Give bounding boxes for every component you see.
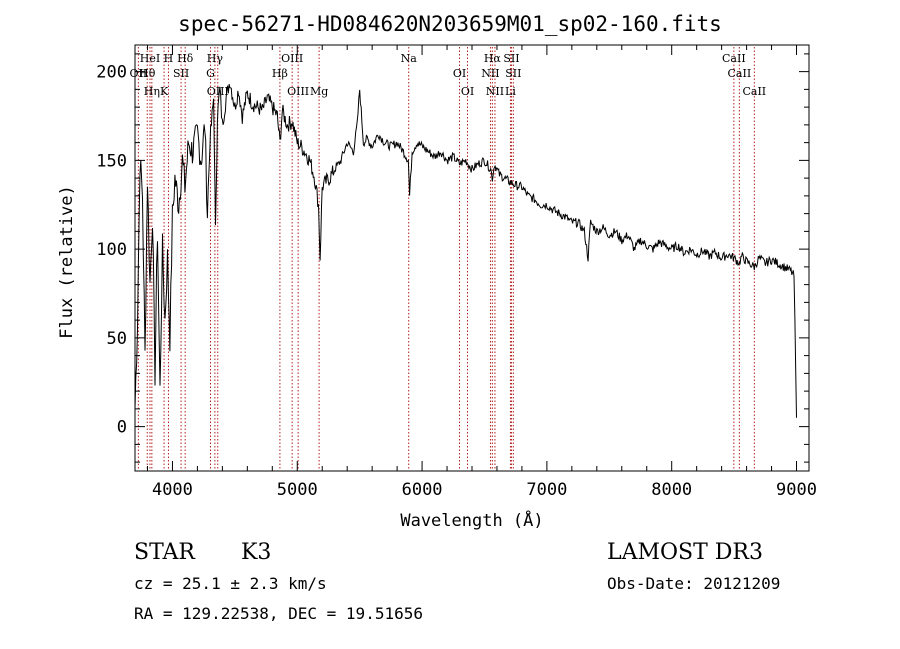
line-label: CaII <box>742 85 766 98</box>
line-label: OI <box>461 85 474 98</box>
line-label: Na <box>401 52 418 65</box>
line-label: Hη <box>144 85 160 98</box>
line-label: Hγ <box>207 52 224 65</box>
line-label: K <box>160 85 169 98</box>
emission-line-markers <box>137 47 755 471</box>
line-label: OIII <box>207 85 229 98</box>
line-label: Mg <box>310 85 328 98</box>
line-label: NII <box>486 85 504 98</box>
line-label: SII <box>173 67 189 80</box>
y-tick-label: 50 <box>107 329 127 349</box>
chart-title: spec-56271-HD084620N203659M01_sp02-160.f… <box>178 12 722 36</box>
redshift-cz: cz = 25.1 ± 2.3 km/s <box>134 574 327 593</box>
line-label: CaII <box>722 52 746 65</box>
axes: 4000 5000 6000 7000 8000 9000 0 50 100 150 200 <box>96 44 817 500</box>
x-tick-label: 4000 <box>152 480 193 500</box>
x-axis-label: Wavelength (Å) <box>400 511 544 531</box>
y-tick-label: 150 <box>96 151 127 171</box>
line-label: Li <box>505 85 516 98</box>
observation-date: Obs-Date: 20121209 <box>607 574 781 593</box>
object-subclass: K3 <box>241 540 272 565</box>
y-tick-label: 100 <box>96 240 127 260</box>
survey-name: LAMOST DR3 <box>607 540 763 565</box>
line-label: SII <box>505 67 521 80</box>
line-label: Hβ <box>272 67 288 80</box>
line-label: HeI <box>140 52 160 65</box>
x-tick-label: 8000 <box>651 480 692 500</box>
x-tick-label: 5000 <box>277 480 318 500</box>
line-label: OI <box>453 67 466 80</box>
line-label: H <box>164 52 174 65</box>
line-label: OIII <box>287 85 309 98</box>
y-axis-label: Flux (relative) <box>57 185 77 339</box>
spectrum-line <box>134 83 797 418</box>
x-tick-label: 7000 <box>526 480 567 500</box>
line-label: Hθ <box>139 67 156 80</box>
y-tick-label: 0 <box>117 418 127 438</box>
x-tick-label: 9000 <box>776 480 817 500</box>
line-label: CaII <box>728 67 752 80</box>
line-label: SII <box>503 52 519 65</box>
object-class: STAR <box>134 540 195 565</box>
line-label: G <box>206 67 215 80</box>
line-label: Hα <box>484 52 502 65</box>
y-tick-label: 200 <box>96 63 127 83</box>
x-tick-label: 6000 <box>402 480 443 500</box>
line-label: Hδ <box>177 52 194 65</box>
line-label: NII <box>481 67 499 80</box>
line-label: OII <box>130 67 148 80</box>
ra-dec: RA = 129.22538, DEC = 19.51656 <box>134 604 423 623</box>
line-label: OIII <box>281 52 303 65</box>
spectrum-series <box>134 83 797 418</box>
emission-line-labels: HeI Hθ K Hδ OII Hη H SII OIII Hγ G OIII OIII Hβ Mg Na OI… <box>130 52 767 98</box>
